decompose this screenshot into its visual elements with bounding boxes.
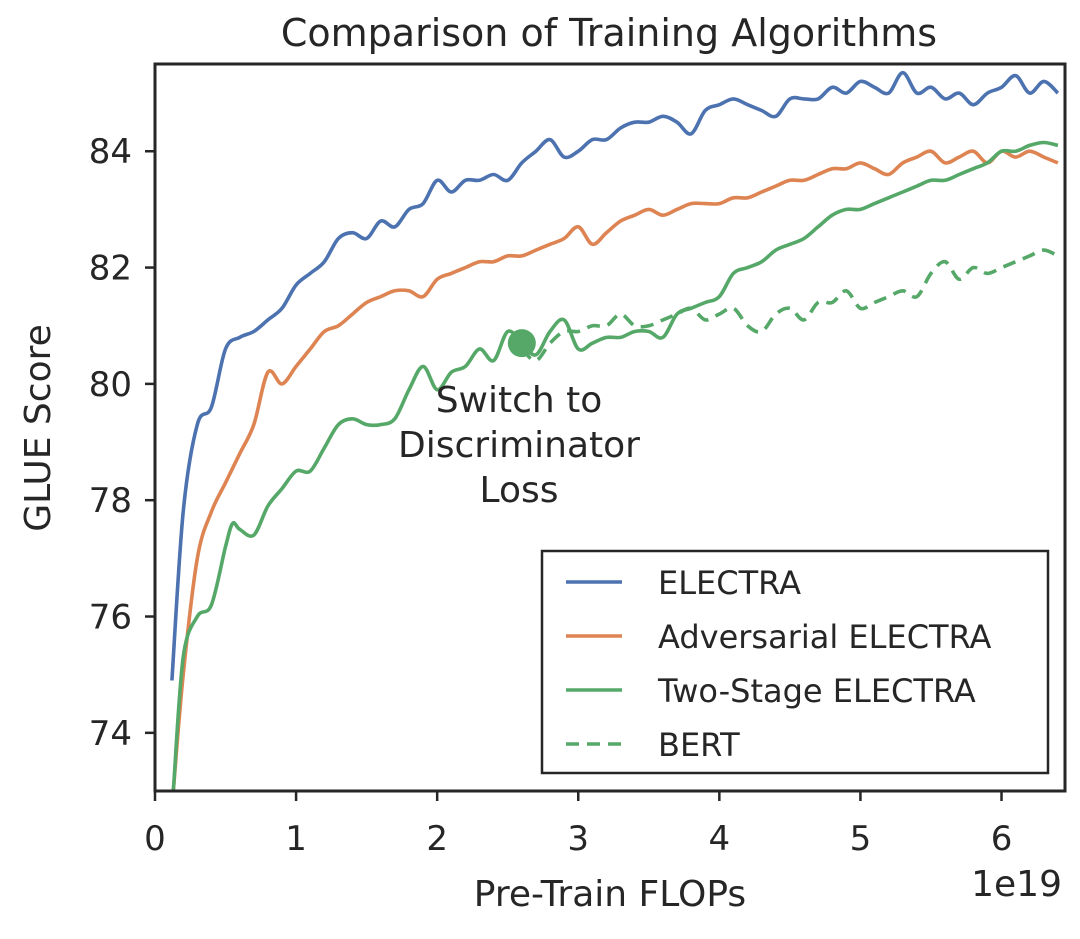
annotation-line: Loss (480, 470, 559, 511)
y-tick-label: 76 (89, 598, 132, 638)
y-tick-label: 74 (89, 714, 132, 754)
chart-title: Comparison of Training Algorithms (281, 11, 937, 55)
series-line-two-stage-electra (171, 140, 1059, 791)
legend-label-two-stage-electra: Two-Stage ELECTRA (657, 672, 976, 710)
series-line-bert (520, 248, 1059, 363)
x-axis-label: Pre-Train FLOPs (474, 874, 746, 915)
x-axis-multiplier: 1e19 (971, 864, 1062, 905)
annotation-line: Discriminator (398, 425, 640, 466)
x-tick-label: 6 (991, 819, 1013, 859)
y-axis-ticks: 74 76 78 80 82 84 (89, 132, 155, 754)
series-line-electra (170, 70, 1060, 681)
annotation-line: Switch to (436, 380, 603, 421)
series-line-adversarial-electra (171, 149, 1059, 791)
x-tick-label: 4 (709, 819, 731, 859)
legend-label-bert: BERT (658, 726, 740, 764)
y-tick-label: 78 (89, 481, 132, 521)
x-tick-label: 1 (285, 819, 307, 859)
legend: ELECTRA Adversarial ELECTRA Two-Stage ELEC… (540, 549, 1050, 775)
switch-marker (507, 329, 536, 358)
x-tick-label: 0 (144, 819, 166, 859)
x-tick-label: 5 (850, 819, 872, 859)
y-tick-label: 82 (89, 249, 132, 289)
x-axis-ticks: 0 1 2 3 4 5 6 (144, 791, 1012, 859)
plot-frame (153, 62, 1067, 793)
x-tick-label: 3 (567, 819, 589, 859)
legend-label-electra: ELECTRA (658, 564, 801, 602)
y-axis-label: GLUE Score (18, 324, 59, 532)
y-tick-label: 84 (89, 132, 132, 172)
y-tick-label: 80 (89, 365, 132, 405)
series-layer (170, 70, 1060, 791)
legend-box (540, 549, 1050, 775)
x-tick-label: 2 (426, 819, 448, 859)
legend-label-adversarial-electra: Adversarial ELECTRA (658, 618, 992, 656)
